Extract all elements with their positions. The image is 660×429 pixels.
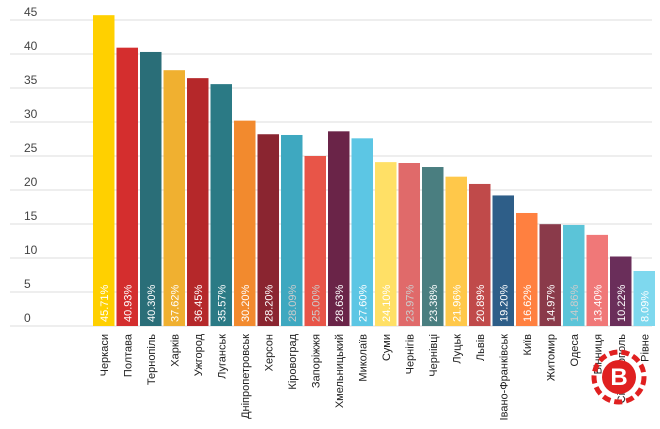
bar (351, 138, 373, 326)
y-tick-label: 35 (24, 73, 38, 87)
x-tick-label: Миколаїв (357, 334, 369, 382)
bar (563, 224, 585, 326)
data-label: 23.97% (404, 284, 416, 322)
y-tick-label: 5 (24, 277, 31, 291)
x-tick-label: Луганськ (216, 334, 228, 379)
bar (516, 212, 538, 326)
x-tick-label: Житомир (545, 334, 557, 381)
logo-letter: B (610, 364, 627, 391)
data-label: 14.86% (569, 284, 581, 322)
data-label: 24.10% (381, 284, 393, 322)
x-tick-label: Чернігів (404, 334, 416, 375)
data-label: 28.20% (263, 284, 275, 322)
x-tick-label: Київ (522, 334, 534, 356)
x-tick-label: Суми (381, 334, 393, 361)
data-label: 40.93% (122, 284, 134, 322)
bar (163, 70, 185, 327)
bar (281, 134, 303, 326)
bar (93, 15, 115, 327)
x-tick-label: Полтава (122, 333, 134, 377)
x-axis-ticks: Черкаси Полтава Тернопіль Харків Ужгород Луга… (99, 333, 652, 420)
bar (586, 234, 608, 326)
y-tick-label: 0 (24, 311, 31, 325)
data-label: 30.20% (240, 284, 252, 322)
data-label: 40.30% (146, 284, 158, 322)
bars (93, 15, 655, 327)
y-tick-label: 45 (24, 5, 38, 19)
bar (328, 131, 350, 326)
data-label: 20.89% (475, 284, 487, 322)
bar (210, 84, 232, 327)
x-tick-label: Одеса (569, 333, 581, 366)
bar (234, 120, 256, 326)
bar (304, 156, 326, 326)
bar (610, 256, 632, 326)
data-label: 45.71% (99, 284, 111, 322)
bar (422, 167, 444, 326)
y-tick-label: 40 (24, 39, 38, 53)
data-label: 21.96% (451, 284, 463, 322)
x-tick-label: Хмельницький (334, 334, 346, 408)
data-label: 35.57% (216, 284, 228, 322)
data-label: 28.63% (334, 284, 346, 322)
y-axis-ticks: 0 5 10 15 20 25 30 35 40 45 (24, 5, 38, 325)
data-label: 14.97% (545, 284, 557, 322)
bar (257, 134, 279, 326)
bar (539, 224, 561, 326)
y-tick-label: 15 (24, 209, 38, 223)
data-label: 16.62% (522, 284, 534, 322)
data-label: 13.40% (592, 284, 604, 322)
x-tick-label: Херсон (263, 334, 275, 371)
b-logo-icon: B (591, 349, 647, 405)
x-tick-label: Запоріжжя (310, 334, 322, 388)
x-tick-label: Дніпропетровськ (240, 334, 252, 419)
y-tick-label: 30 (24, 107, 38, 121)
data-label: 8.09% (639, 291, 651, 322)
y-tick-label: 10 (24, 243, 38, 257)
x-tick-label: Львів (475, 334, 487, 361)
data-label: 19.20% (498, 284, 510, 322)
bar (398, 163, 420, 326)
x-tick-label: Луцьк (451, 334, 463, 364)
bar (445, 176, 467, 326)
bar (469, 183, 491, 326)
data-label: 25.00% (310, 284, 322, 322)
x-tick-label: Тернопіль (146, 334, 158, 385)
bar (140, 51, 162, 327)
bar (187, 78, 209, 326)
y-tick-label: 20 (24, 175, 38, 189)
x-tick-label: Ужгород (193, 333, 205, 376)
x-tick-label: Рівне (639, 334, 651, 362)
y-tick-label: 25 (24, 141, 38, 155)
data-label: 36.45% (193, 284, 205, 322)
data-label: 23.38% (428, 284, 440, 322)
bar (375, 162, 397, 326)
x-tick-label: Кіровоград (287, 333, 299, 389)
x-tick-label: Черкаси (99, 334, 111, 376)
x-tick-label: Харків (169, 334, 181, 367)
data-labels: 45.71% 40.93% 40.30% 37.62% 36.45% 35.57% 30.2… (99, 284, 652, 322)
data-label: 37.62% (169, 284, 181, 322)
bar (633, 270, 655, 326)
bar (492, 195, 514, 326)
data-label: 27.60% (357, 284, 369, 322)
data-label: 10.22% (616, 284, 628, 322)
bar (116, 47, 138, 327)
x-tick-label: Чернівці (428, 334, 440, 377)
data-label: 28.09% (287, 284, 299, 322)
x-tick-label: Івано-Франківськ (498, 334, 510, 421)
